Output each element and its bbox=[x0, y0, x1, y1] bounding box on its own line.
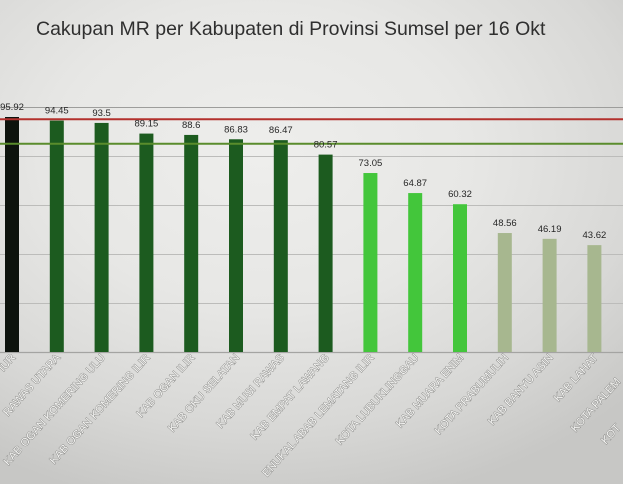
category-label-kota-prabumulih: KOTA PRABUMULIH bbox=[433, 352, 511, 437]
chart-title: Cakupan MR per Kabupaten di Provinsi Sum… bbox=[36, 18, 546, 40]
bar-kab-banyu-asin bbox=[542, 238, 557, 352]
bar-kab-ogan-ilir bbox=[184, 134, 199, 352]
bar-kab-lahat bbox=[587, 245, 602, 352]
category-label-iur: IUR bbox=[0, 352, 18, 374]
value-label-kab-empat-lawang: 80.57 bbox=[314, 140, 338, 151]
value-label-kab-lahat: 43.62 bbox=[583, 230, 607, 241]
value-label-kab-oku-selatan: 86.83 bbox=[224, 124, 248, 135]
value-labels: 95.92 94.45 93.5 89.15 88.6 86.83 86.47 80.57 73… bbox=[0, 102, 606, 241]
bar-kota-prabumulih bbox=[497, 233, 512, 352]
value-label-kab-muara-enim: 60.32 bbox=[448, 189, 472, 200]
value-label-kab-ogan-komering-ulu: 93.5 bbox=[92, 108, 111, 119]
bar-kab-musi-rawas bbox=[273, 140, 288, 352]
value-label-kota-prabumulih: 48.56 bbox=[493, 218, 517, 229]
value-label-kab-ogan-komering-ilir: 89.15 bbox=[135, 119, 159, 130]
bar-rawas-utara bbox=[49, 120, 64, 352]
bars bbox=[5, 116, 602, 352]
bar-kab-oku-selatan bbox=[229, 139, 243, 352]
bar-kab-ogan-komering-ulu bbox=[94, 122, 109, 352]
value-label-enukal-abab-lematang-ilir: 73.05 bbox=[359, 158, 383, 169]
bar-kab-ogan-komering-ilir bbox=[139, 133, 154, 352]
value-label-kab-ogan-ilir: 88.6 bbox=[182, 120, 201, 131]
value-label-kab-musi-rawas: 86.47 bbox=[269, 125, 293, 136]
value-label-rawas-utara: 94.45 bbox=[45, 106, 69, 117]
category-label-cut-kot: KOT bbox=[599, 422, 623, 447]
value-label-kab-banyu-asin: 46.19 bbox=[538, 224, 562, 235]
category-label-kota-lubuklinggau: KOTA LUBUKLINGGAU bbox=[334, 352, 422, 448]
reference-lines bbox=[0, 118, 623, 145]
value-label-kota-lubuklinggau: 64.87 bbox=[403, 178, 427, 189]
gridlines bbox=[0, 107, 623, 354]
bar-iur bbox=[5, 116, 19, 352]
category-label-kab-lahat: KAB LAHAT bbox=[552, 352, 601, 405]
bar-kota-lubuklinggau bbox=[408, 193, 423, 352]
value-label-iur: 95.92 bbox=[0, 102, 24, 113]
category-label-kab-empat-lawang: KAB EMPAT LAWANG bbox=[249, 352, 332, 443]
bar-kab-muara-enim bbox=[453, 204, 467, 352]
bar-enukal-abab-lematang-ilir bbox=[363, 173, 378, 352]
bar-kab-empat-lawang bbox=[318, 154, 333, 352]
